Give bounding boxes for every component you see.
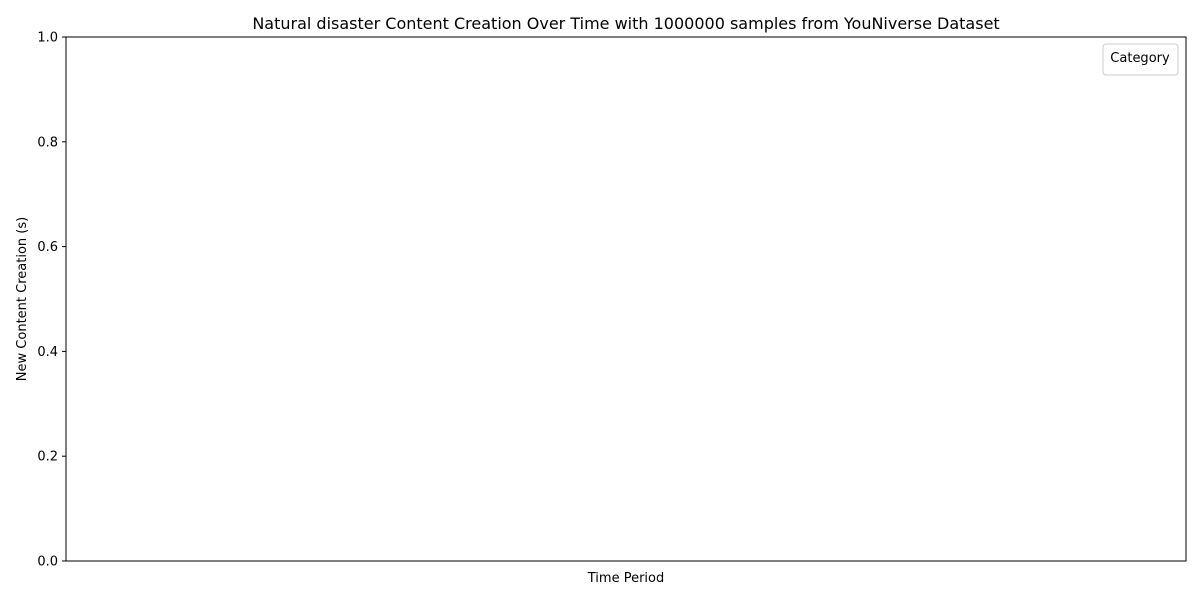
y-tick-label: 0.0 bbox=[37, 555, 58, 570]
legend: Category bbox=[1102, 43, 1179, 76]
y-tick-label: 0.4 bbox=[37, 345, 58, 360]
y-tick-label: 0.6 bbox=[37, 240, 58, 255]
y-tick-label: 0.8 bbox=[37, 135, 58, 150]
plot-area: 0.0 0.2 0.4 0.6 0.8 1.0 bbox=[37, 31, 1187, 570]
y-tick-label: 0.2 bbox=[37, 450, 58, 465]
legend-box bbox=[1102, 43, 1179, 76]
plot-frame bbox=[65, 36, 1187, 562]
y-axis: 0.0 0.2 0.4 0.6 0.8 1.0 bbox=[37, 31, 66, 570]
chart-title: Natural disaster Content Creation Over T… bbox=[252, 14, 999, 33]
legend-title: Category bbox=[1110, 51, 1170, 66]
y-axis-label: New Content Creation (s) bbox=[15, 217, 30, 381]
y-tick-label: 1.0 bbox=[37, 31, 58, 46]
x-axis-label: Time Period bbox=[587, 571, 664, 586]
